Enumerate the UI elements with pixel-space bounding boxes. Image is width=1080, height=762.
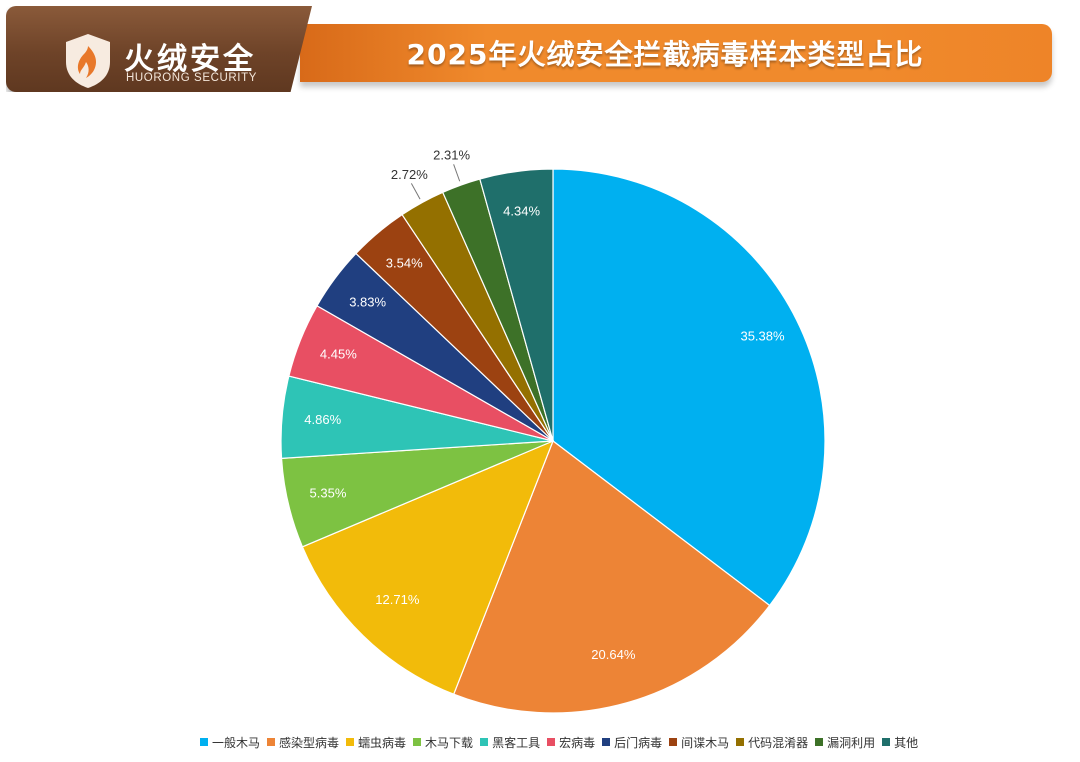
legend-item-9: 漏洞利用 [815, 734, 875, 751]
legend-item-8: 代码混淆器 [736, 734, 808, 751]
title-banner [300, 24, 1052, 82]
logo-block: 火绒安全 HUORONG SECURITY [6, 6, 312, 92]
slice-label-3: 5.35% [310, 486, 347, 501]
legend-label: 感染型病毒 [279, 735, 340, 750]
legend-label: 蠕虫病毒 [358, 735, 407, 750]
legend-item-0: 一般木马 [200, 734, 260, 751]
slice-label-9: 2.31% [433, 148, 470, 163]
page-title: 2025年火绒安全拦截病毒样本类型占比 [406, 38, 924, 71]
legend-swatch [267, 738, 276, 746]
legend-swatch [669, 738, 678, 746]
pie-slice-10 [479, 168, 554, 442]
legend-swatch [602, 738, 611, 746]
legend-item-4: 黑客工具 [480, 734, 540, 751]
legend-label: 一般木马 [212, 735, 261, 750]
legend-label: 木马下载 [425, 735, 474, 750]
pie-chart: 35.38% 20.64% 12.71% 5.35% 4.86% 4.45% 3.83% 3.… [280, 148, 826, 714]
legend-label: 间谍木马 [681, 735, 730, 750]
legend-label: 代码混淆器 [748, 735, 809, 750]
legend-label: 宏病毒 [559, 735, 596, 750]
slice-label-6: 3.83% [349, 294, 386, 309]
header: 2025年火绒安全拦截病毒样本类型占比 火绒安全 HUORONG SECURIT… [0, 0, 1080, 100]
legend-item-7: 间谍木马 [669, 734, 729, 751]
legend-swatch [200, 738, 208, 746]
chart-legend: 一般木马 感染型病毒 蠕虫病毒 木马下载 黑客工具 宏病毒 后门病毒 间谍木马 代码混淆器 漏洞利… [200, 732, 920, 752]
legend-swatch [346, 738, 355, 746]
legend-item-1: 感染型病毒 [267, 734, 339, 751]
legend-label: 其他 [894, 735, 919, 750]
legend-label: 黑客工具 [492, 735, 541, 750]
shield-flame-icon [66, 34, 110, 88]
legend-item-10: 其他 [882, 734, 918, 751]
legend-swatch [413, 738, 422, 746]
pie-slice-0 [552, 168, 826, 607]
legend-label: 后门病毒 [614, 735, 663, 750]
logo-text: 火绒安全 [124, 42, 256, 77]
slice-label-5: 4.45% [320, 347, 357, 362]
logo-subtext: HUORONG SECURITY [126, 72, 257, 84]
legend-swatch [815, 738, 824, 746]
slice-label-2: 12.71% [375, 592, 420, 607]
slice-label-7: 3.54% [386, 255, 423, 270]
legend-item-5: 宏病毒 [547, 734, 595, 751]
legend-item-6: 后门病毒 [602, 734, 662, 751]
pie-slice-1 [452, 440, 771, 714]
slice-label-1: 20.64% [591, 647, 636, 662]
slice-label-0: 35.38% [740, 328, 785, 343]
leader-line-8 [410, 183, 421, 200]
legend-swatch [882, 738, 891, 746]
leader-line-9 [453, 164, 461, 182]
legend-item-3: 木马下载 [413, 734, 473, 751]
slice-label-4: 4.86% [304, 412, 341, 427]
legend-swatch [547, 738, 556, 746]
legend-swatch [736, 738, 745, 746]
legend-swatch [480, 738, 489, 746]
legend-item-2: 蠕虫病毒 [346, 734, 406, 751]
pie-slice-2 [301, 439, 555, 696]
legend-label: 漏洞利用 [827, 735, 876, 750]
slice-label-8: 2.72% [391, 167, 428, 182]
slice-label-10: 4.34% [503, 203, 540, 218]
